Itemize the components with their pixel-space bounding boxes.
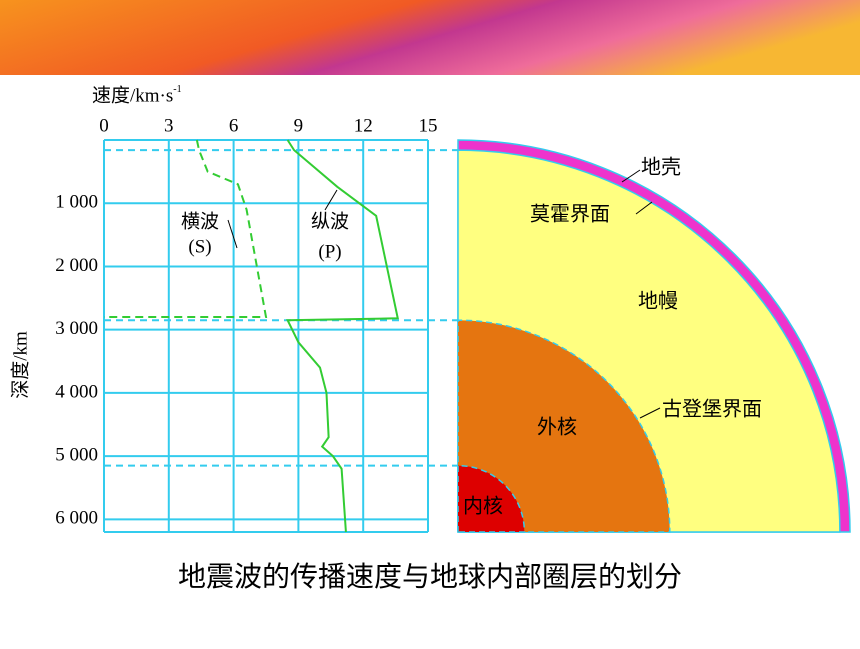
diagram-label: 莫霍界面 (530, 202, 610, 226)
series-symbol: (P) (318, 241, 341, 262)
y-tick-label: 6 000 (55, 508, 98, 529)
y-tick-label: 4 000 (55, 381, 98, 402)
pointer (639, 407, 661, 419)
series-name: 纵波 (311, 211, 349, 233)
x-tick-label: 3 (164, 115, 174, 136)
y-axis-label: 深度/km (9, 331, 31, 399)
diagram-label: 地壳 (641, 155, 681, 179)
y-tick-label: 3 000 (55, 318, 98, 339)
outer-core (457, 319, 671, 533)
caption: 地震波的传播速度与地球内部圈层的划分 (178, 560, 682, 593)
x-axis-label: 速度/km·s-1 (92, 84, 182, 106)
inner-core (457, 464, 526, 533)
x-tick-label: 9 (294, 115, 304, 136)
x-axis-label-sup: -1 (173, 84, 181, 95)
series-line (286, 139, 399, 533)
pointer (227, 219, 238, 249)
diagram-label: 内核 (463, 494, 503, 518)
series-line (104, 139, 268, 319)
series-symbol: (S) (188, 236, 211, 257)
y-tick-label: 1 000 (55, 192, 98, 213)
pointer (635, 201, 653, 215)
y-tick-label: 2 000 (55, 255, 98, 276)
y-tick-label: 5 000 (55, 444, 98, 465)
banner (0, 0, 860, 75)
x-tick-label: 0 (99, 115, 109, 136)
series-name: 横波 (181, 211, 219, 233)
pointer (324, 189, 338, 211)
x-tick-label: 12 (354, 115, 373, 136)
pointer (621, 169, 641, 183)
x-tick-label: 15 (419, 115, 438, 136)
diagram-label: 地幔 (638, 289, 678, 313)
plot: 0 3 6 9 12 15 1 000 2 000 3 000 4 000 5 000 6 000 速度… (9, 84, 458, 533)
x-tick-label: 6 (229, 115, 239, 136)
diagram-label: 古登堡界面 (662, 397, 762, 421)
diagram-label: 外核 (537, 415, 577, 439)
